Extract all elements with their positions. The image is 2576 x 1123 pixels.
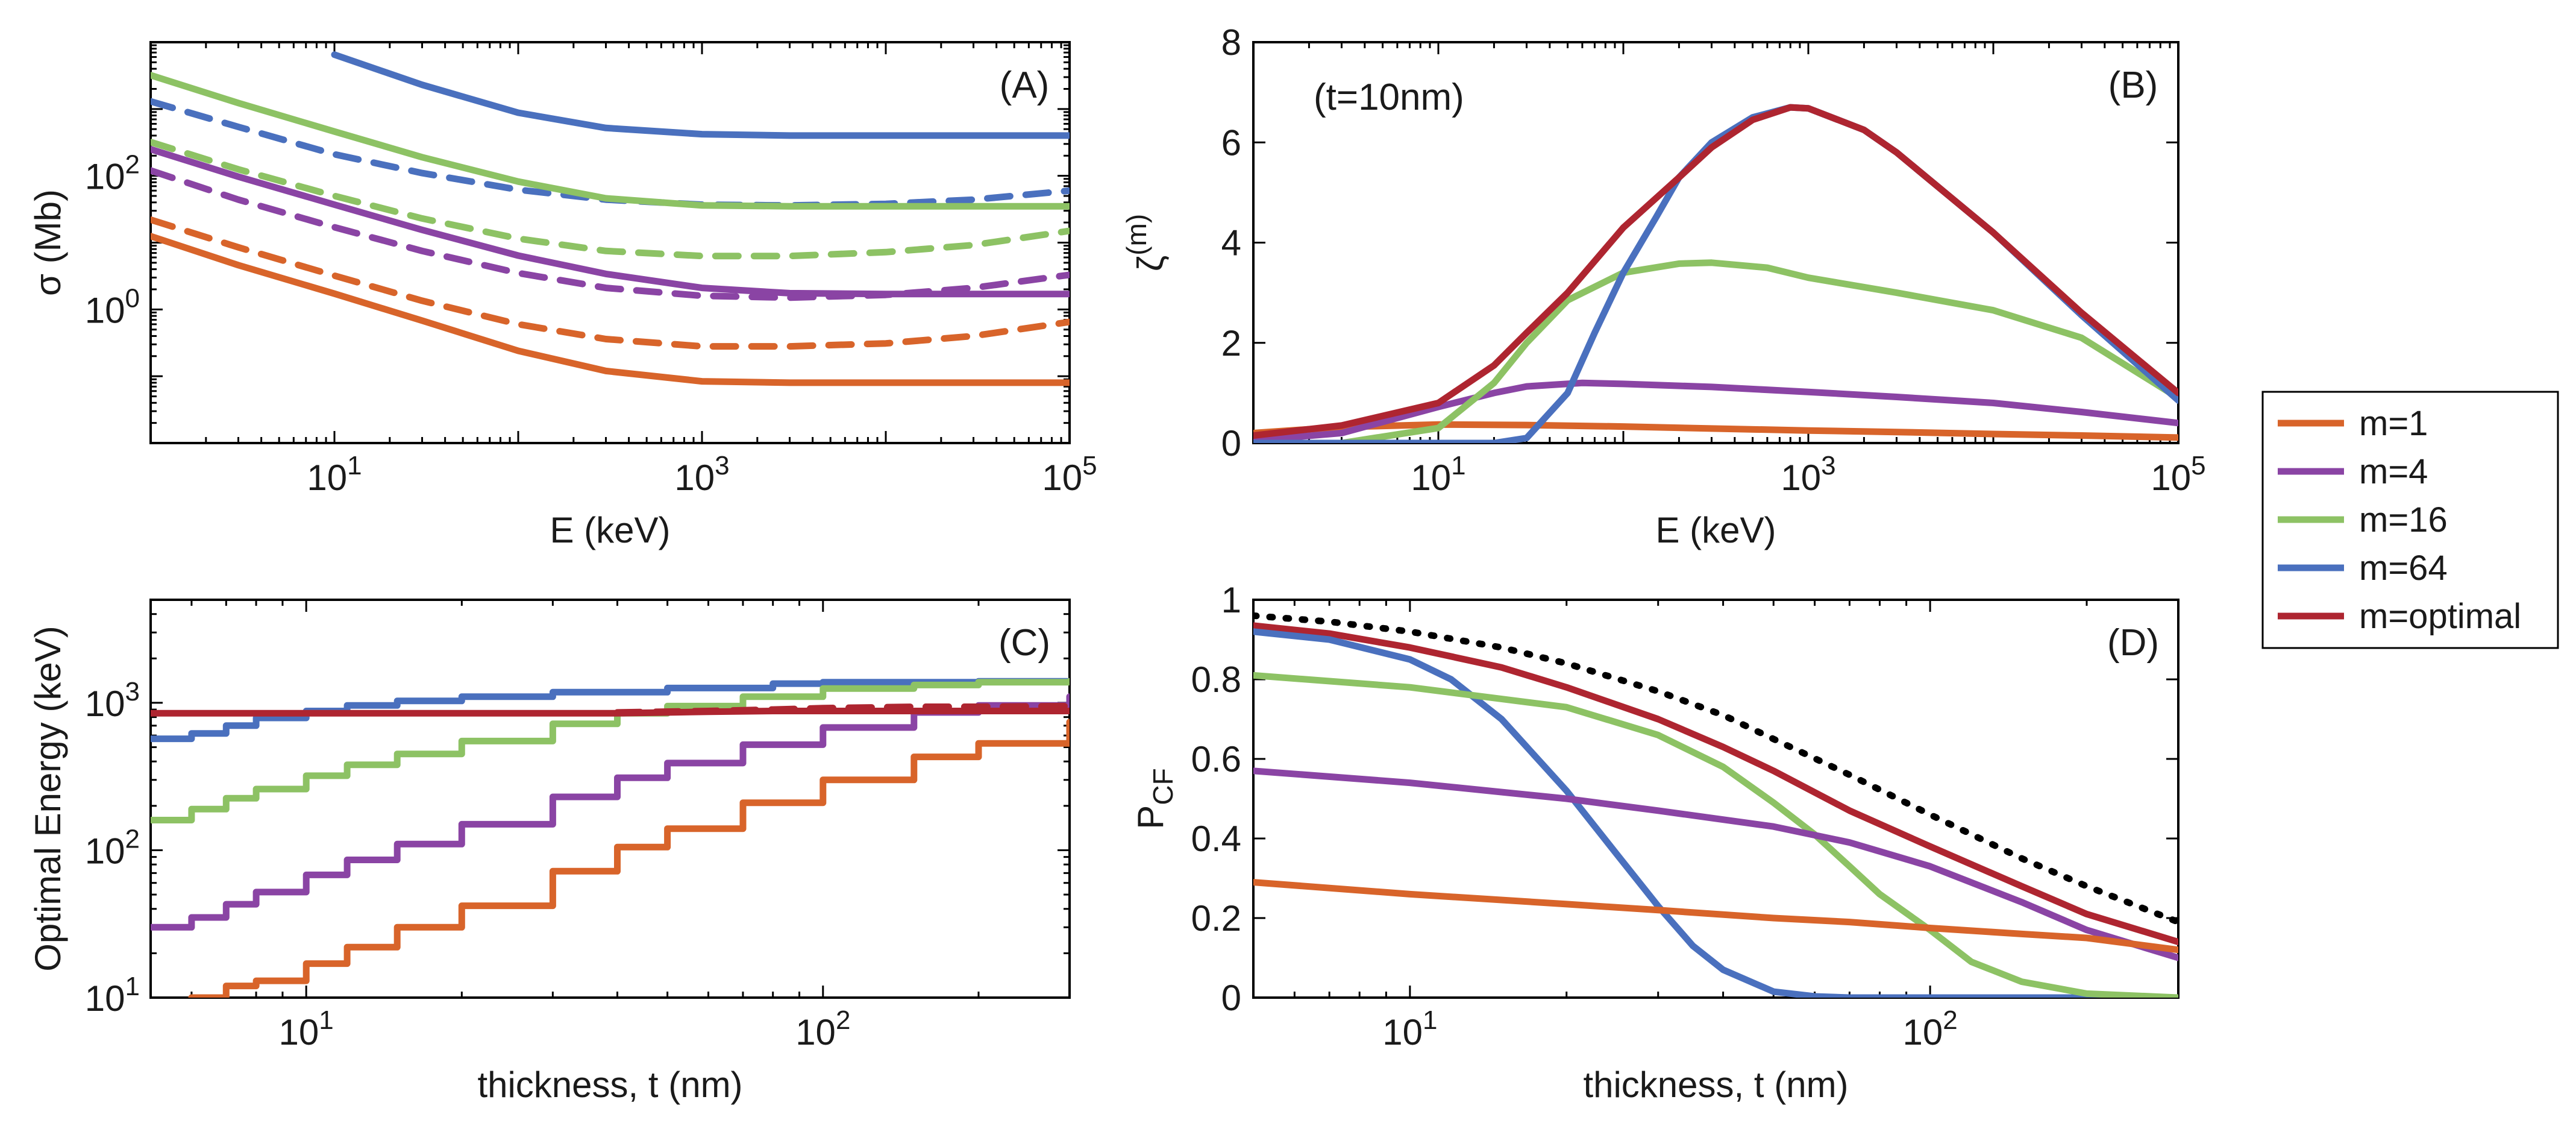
y-tick-label: 8 (1221, 22, 1241, 63)
x-axis-label: thickness, t (nm) (477, 1065, 742, 1105)
x-tick-label: 102 (1903, 1005, 1958, 1052)
panel-tag: (B) (2108, 64, 2158, 106)
y-tick-label: 2 (1221, 323, 1241, 363)
y-tick-label: 0.4 (1191, 819, 1241, 859)
y-tick-label: 0 (1221, 978, 1241, 1018)
legend-label-m16: m=16 (2359, 500, 2448, 539)
series-m-64 (151, 678, 1070, 743)
panel-annotation: (t=10nm) (1314, 77, 1464, 118)
y-tick-label: 0.2 (1191, 898, 1241, 939)
y-tick-label: 101 (85, 972, 140, 1019)
series-m-4 (1253, 379, 2178, 443)
series-m-optimal-dashed (614, 702, 1070, 716)
series-upper-bound (1253, 612, 2178, 926)
panel-c: 101 102 101 102 103 thickness, t (nm) Optimal … (28, 599, 1071, 1105)
y-tick-label: 0.6 (1191, 739, 1241, 779)
y-tick-label: 102 (85, 824, 140, 871)
x-tick-label: 103 (674, 451, 729, 498)
y-axis-label: PCF (1130, 768, 1179, 829)
x-tick-label: 103 (1781, 451, 1835, 498)
y-tick-label: 0.8 (1191, 659, 1241, 700)
x-tick-label: 101 (279, 1005, 334, 1052)
series-m-optimal (1253, 104, 2178, 439)
legend-label-m64: m=64 (2359, 549, 2448, 588)
series-m-16 (151, 678, 1070, 823)
x-tick-label: 101 (1382, 1005, 1437, 1052)
legend-label-mopt: m=optimal (2359, 597, 2521, 636)
x-axis-label: thickness, t (nm) (1583, 1065, 1848, 1105)
series-m-4 (151, 693, 1070, 931)
series-m-4-dashed (151, 167, 1070, 301)
panel-a: 101 103 105 100 102 E (keV) σ (Mb) (A) (28, 41, 1097, 550)
series-m-1 (188, 719, 1070, 998)
legend-label-m1: m=1 (2359, 404, 2428, 443)
panel-b: 101 103 105 0 2 4 6 8 E (keV) ζ(m) (B) (t=10nm) (1121, 22, 2206, 550)
series-m-16 (151, 72, 1070, 210)
x-tick-label: 102 (795, 1005, 850, 1052)
legend: m=1 m=4 m=16 m=64 m=optimal (2261, 391, 2559, 649)
series-m-16 (1253, 672, 2178, 998)
series-m-optimal (151, 708, 1070, 717)
x-axis-label: E (keV) (1655, 510, 1776, 550)
series-m-1 (1253, 421, 2178, 441)
legend-label-m4: m=4 (2359, 452, 2428, 491)
x-tick-label: 105 (1042, 451, 1097, 498)
series-m-1 (1253, 879, 2178, 954)
y-tick-label: 100 (85, 283, 140, 330)
panel-d: 101 102 0 0.2 0.4 0.6 0.8 1 thickness, t (nm) PCF… (1130, 580, 2180, 1105)
x-axis-label: E (keV) (550, 510, 670, 550)
y-tick-label: 6 (1221, 122, 1241, 163)
y-axis-label: ζ(m) (1121, 214, 1171, 271)
panel-tag: (D) (2107, 622, 2159, 664)
series-m-4 (1253, 767, 2178, 961)
y-axis-label: Optimal Energy (keV) (28, 626, 68, 972)
panel-tag: (C) (998, 622, 1050, 664)
axes-frame (1252, 41, 2180, 444)
x-tick-label: 101 (1411, 451, 1465, 498)
y-tick-label: 0 (1221, 423, 1241, 464)
series-m-64 (1253, 628, 2178, 998)
y-axis-label: σ (Mb) (28, 189, 68, 296)
y-tick-label: 103 (85, 677, 140, 724)
axes-frame (149, 41, 1071, 444)
y-tick-label: 4 (1221, 223, 1241, 263)
series-m-1-dashed (151, 216, 1070, 350)
panel-tag: (A) (1000, 64, 1050, 106)
series-m-16 (1253, 259, 2178, 443)
series-m-1 (151, 233, 1070, 386)
y-tick-label: 102 (85, 150, 140, 197)
y-tick-label: 1 (1221, 580, 1241, 620)
x-tick-label: 101 (307, 451, 362, 498)
series-m-16-dashed (151, 139, 1070, 260)
series-m-64 (331, 51, 1070, 139)
x-tick-label: 105 (2151, 451, 2205, 498)
series-m-optimal (1253, 622, 2178, 946)
